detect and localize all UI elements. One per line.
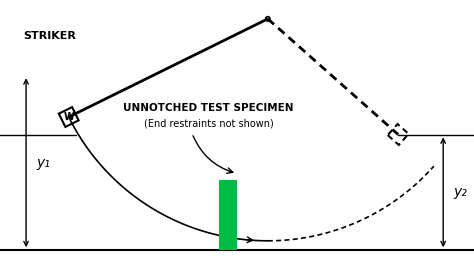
Text: (End restraints not shown): (End restraints not shown) [144,119,273,129]
Text: y₂: y₂ [454,185,467,199]
Text: y₁: y₁ [36,156,50,170]
Bar [219,180,237,250]
Text: UNNOTCHED TEST SPECIMEN: UNNOTCHED TEST SPECIMEN [123,102,294,113]
Text: W: W [64,112,74,122]
Text: STRIKER: STRIKER [24,31,77,41]
